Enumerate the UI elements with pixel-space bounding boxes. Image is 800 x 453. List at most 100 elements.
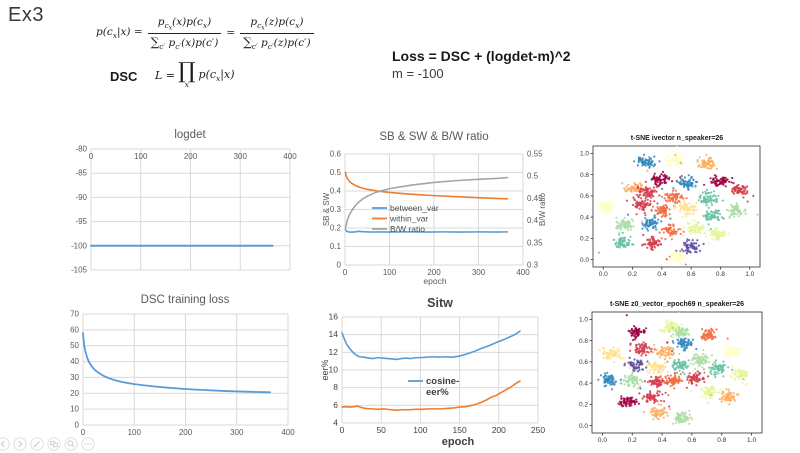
- svg-text:1.0: 1.0: [580, 151, 589, 158]
- svg-text:0.5: 0.5: [527, 172, 539, 181]
- svg-text:250: 250: [531, 425, 545, 435]
- svg-text:0.4: 0.4: [579, 380, 588, 387]
- svg-text:0.4: 0.4: [657, 271, 666, 278]
- sitw-eer-chart: 4 6 8 10 12 14 16 0 50 100 150 200 250 Sitw epoch eer% c…: [320, 293, 548, 451]
- svg-text:0.45: 0.45: [527, 194, 543, 203]
- svg-text:0.0: 0.0: [579, 423, 588, 430]
- svg-text:0.4: 0.4: [527, 216, 539, 225]
- svg-text:50: 50: [70, 341, 79, 350]
- svg-text:10: 10: [329, 365, 339, 375]
- dsc-formula-rhs: p(cx|x): [198, 67, 235, 83]
- svg-text:eer%: eer%: [426, 387, 449, 398]
- svg-text:0.5: 0.5: [330, 168, 342, 177]
- svg-text:0.6: 0.6: [580, 193, 589, 200]
- svg-text:epoch: epoch: [423, 276, 446, 286]
- svg-text:100: 100: [383, 268, 397, 277]
- svg-text:-80: -80: [75, 145, 87, 154]
- tsne-ivector-chart: 0.0 0.2 0.4 0.6 0.8 1.0 0.0 0.2 0.4 0.6 0.8 1.0 t-SN…: [565, 130, 797, 282]
- svg-text:200: 200: [427, 268, 441, 277]
- svg-text:0.0: 0.0: [580, 257, 589, 264]
- svg-text:0.1: 0.1: [330, 242, 342, 251]
- more-options-button[interactable]: [81, 437, 95, 451]
- svg-text:0.3: 0.3: [330, 205, 342, 214]
- svg-text:0.8: 0.8: [580, 172, 589, 179]
- formula-fraction-2: pcx(z)p(cx) ∑c′ pc′(z)p(c′): [240, 16, 314, 51]
- svg-text:0.8: 0.8: [716, 271, 725, 278]
- fraction-numerator: pcx(z)p(cx): [250, 16, 304, 32]
- logdet-chart: -80 -85 -90 -95 -100 -105 0 100 200 300 400 logdet: [58, 126, 302, 276]
- svg-text:0.2: 0.2: [628, 271, 637, 278]
- svg-text:200: 200: [492, 425, 506, 435]
- tsne-z0-vector-chart: 0.0 0.2 0.4 0.6 0.8 1.0 0.0 0.2 0.4 0.6 0.8 1.0 t-SN…: [563, 296, 798, 448]
- svg-text:0: 0: [340, 425, 345, 435]
- svg-text:100: 100: [134, 152, 148, 161]
- svg-text:100: 100: [413, 425, 427, 435]
- see-all-slides-button[interactable]: [47, 437, 61, 451]
- svg-text:0: 0: [343, 268, 348, 277]
- svg-text:DSC training loss: DSC training loss: [141, 294, 230, 306]
- loss-definition: Loss = DSC + (logdet-m)^2 m = -100: [392, 48, 571, 81]
- svg-text:B/W ratio: B/W ratio: [538, 193, 547, 226]
- svg-text:1.0: 1.0: [579, 317, 588, 324]
- svg-text:0: 0: [89, 152, 94, 161]
- svg-text:300: 300: [234, 152, 248, 161]
- svg-text:0.4: 0.4: [658, 437, 667, 444]
- svg-text:B/W ratio: B/W ratio: [390, 224, 425, 234]
- svg-text:0.2: 0.2: [580, 236, 589, 243]
- svg-text:-90: -90: [75, 193, 87, 202]
- svg-text:0.6: 0.6: [687, 271, 696, 278]
- svg-text:6: 6: [333, 400, 338, 410]
- presenter-controls: [0, 437, 95, 451]
- svg-text:0: 0: [81, 428, 86, 437]
- svg-text:0.4: 0.4: [580, 214, 589, 221]
- fraction-denominator: ∑c′ pc′(x)p(c′): [147, 32, 222, 51]
- zoom-button[interactable]: [64, 437, 78, 451]
- svg-text:0.55: 0.55: [527, 150, 543, 159]
- svg-text:1.0: 1.0: [745, 271, 754, 278]
- dsc-likelihood-formula: L = ∏ x p(cx|x): [155, 59, 235, 90]
- dsc-training-loss-chart: 0 10 20 30 40 50 60 70 0 100 200 300 400 DSC training…: [55, 291, 300, 443]
- svg-text:0.2: 0.2: [628, 437, 637, 444]
- svg-text:0.4: 0.4: [330, 187, 342, 196]
- sb-sw-bw-ratio-chart: 0 0.1 0.2 0.3 0.4 0.5 0.6 0.3 0.35 0.4 0.45 0.5 0.55…: [322, 127, 550, 289]
- svg-text:SB & SW: SB & SW: [322, 192, 331, 226]
- svg-text:-85: -85: [75, 169, 87, 178]
- next-slide-button[interactable]: [13, 437, 27, 451]
- svg-text:100: 100: [128, 428, 142, 437]
- product-symbol: ∏ x: [178, 59, 196, 90]
- svg-text:-100: -100: [71, 241, 88, 250]
- dsc-formula-lhs: L =: [155, 68, 176, 82]
- svg-text:20: 20: [70, 389, 79, 398]
- formula-lhs: p(cx|x) =: [96, 26, 143, 41]
- svg-text:cosine-: cosine-: [426, 376, 459, 387]
- svg-text:1.0: 1.0: [747, 437, 756, 444]
- margin-value: m = -100: [392, 66, 444, 81]
- svg-text:0: 0: [337, 261, 342, 270]
- svg-text:50: 50: [376, 425, 386, 435]
- svg-text:4: 4: [333, 418, 338, 428]
- svg-text:eer%: eer%: [320, 359, 330, 380]
- svg-text:70: 70: [70, 310, 79, 319]
- svg-text:300: 300: [230, 428, 244, 437]
- slide-title: Ex3: [8, 4, 44, 26]
- loss-equation: Loss = DSC + (logdet-m)^2: [392, 48, 571, 64]
- svg-text:between_var: between_var: [390, 203, 439, 213]
- previous-slide-button[interactable]: [0, 437, 10, 451]
- svg-text:14: 14: [329, 329, 339, 339]
- svg-text:0.0: 0.0: [599, 271, 608, 278]
- svg-text:Sitw: Sitw: [427, 296, 453, 310]
- svg-text:40: 40: [70, 357, 79, 366]
- svg-text:400: 400: [281, 428, 295, 437]
- pen-button[interactable]: [30, 437, 44, 451]
- svg-text:epoch: epoch: [442, 436, 475, 448]
- svg-text:10: 10: [70, 405, 79, 414]
- svg-text:0.6: 0.6: [330, 150, 342, 159]
- svg-text:0.8: 0.8: [579, 338, 588, 345]
- svg-text:0.2: 0.2: [330, 224, 342, 233]
- svg-text:300: 300: [472, 268, 486, 277]
- svg-text:16: 16: [329, 312, 339, 322]
- svg-text:-105: -105: [71, 266, 88, 275]
- dsc-label: DSC: [110, 69, 138, 84]
- svg-text:t-SNE ivector n_speaker=26: t-SNE ivector n_speaker=26: [631, 135, 724, 142]
